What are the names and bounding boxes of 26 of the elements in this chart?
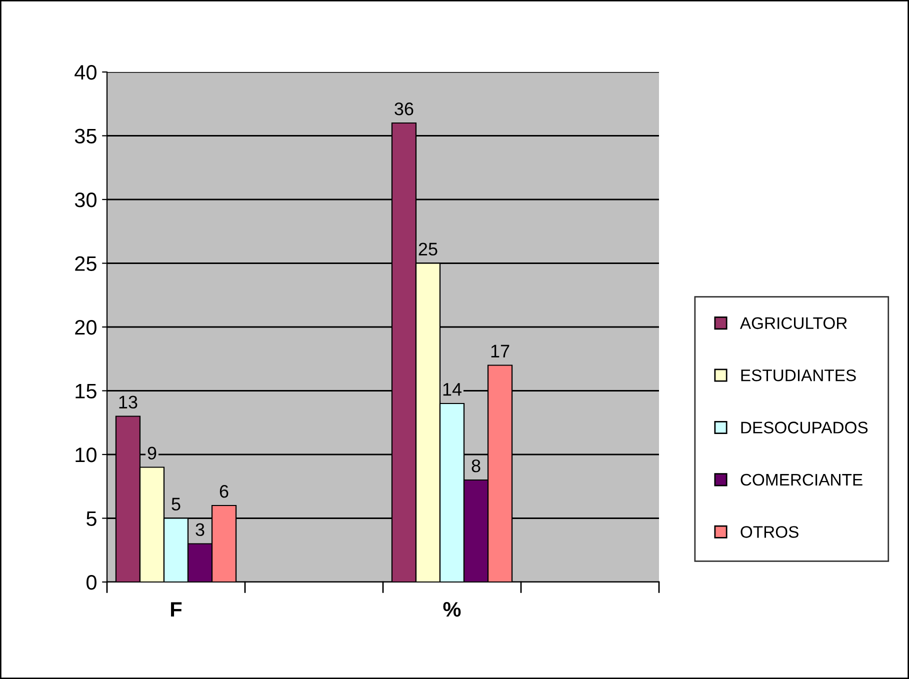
y-tick-label: 25 bbox=[75, 256, 96, 272]
y-tick-label: 10 bbox=[76, 448, 96, 462]
y-tick-label: 15 bbox=[76, 384, 96, 399]
data-label: 3 bbox=[196, 523, 204, 536]
legend-label: DESOCUPADOS bbox=[741, 422, 868, 434]
legend-label: AGRICULTOR bbox=[740, 317, 847, 330]
legend-label: COMERCIANTE bbox=[740, 474, 862, 486]
data-label: 8 bbox=[472, 459, 480, 472]
y-tick-label: 35 bbox=[74, 128, 96, 144]
data-label: 9 bbox=[148, 446, 156, 460]
x-tick-label: % bbox=[443, 602, 461, 617]
data-label: 13 bbox=[119, 396, 138, 409]
legend-label: ESTUDIANTES bbox=[741, 369, 856, 382]
y-tick-label: 0 bbox=[86, 575, 96, 590]
y-tick-label: 5 bbox=[86, 511, 96, 526]
data-label: 5 bbox=[172, 498, 180, 511]
data-label: 36 bbox=[394, 102, 414, 116]
y-tick-label: 20 bbox=[75, 320, 96, 335]
data-label: 6 bbox=[220, 484, 228, 498]
y-tick-label: 40 bbox=[74, 65, 96, 80]
legend-label: OTROS bbox=[740, 526, 798, 538]
x-tick-label: F bbox=[171, 602, 182, 617]
y-tick-label: 30 bbox=[74, 192, 96, 208]
data-label: 14 bbox=[443, 383, 462, 396]
data-label: 17 bbox=[491, 344, 510, 358]
data-label: 25 bbox=[418, 242, 438, 256]
